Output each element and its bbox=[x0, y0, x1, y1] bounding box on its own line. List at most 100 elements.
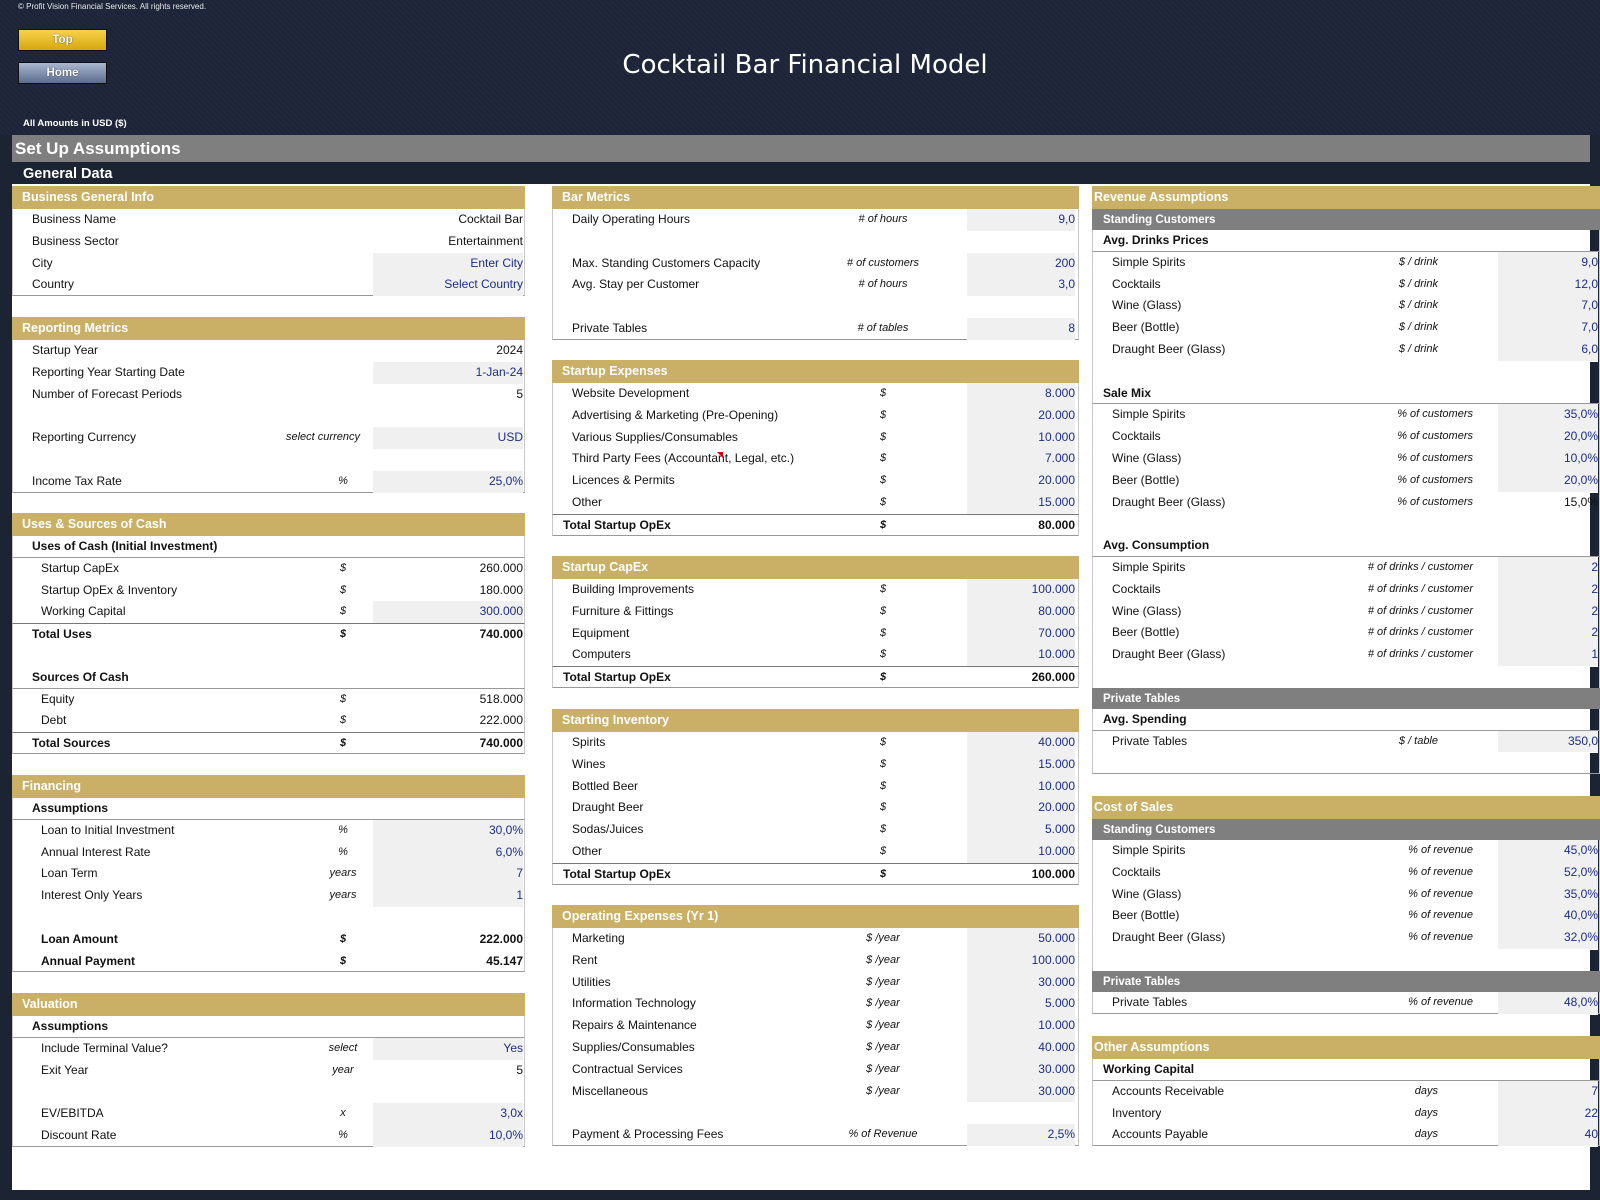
fees-input[interactable]: 2,5% bbox=[967, 1124, 1075, 1147]
bar-metrics-header: Bar Metrics bbox=[552, 186, 1079, 209]
top-button[interactable]: Top bbox=[18, 29, 107, 51]
row-input[interactable]: 10.000 bbox=[967, 1015, 1075, 1038]
start-date-input[interactable]: 1-Jan-24 bbox=[373, 361, 523, 385]
row-input[interactable]: 10,0% bbox=[1498, 447, 1598, 471]
row-input[interactable]: 15.000 bbox=[967, 491, 1075, 515]
table-row: Debt $ 222.000 bbox=[12, 710, 525, 733]
tax-rate-input[interactable]: 25,0% bbox=[373, 470, 523, 494]
row-input[interactable]: 52,0% bbox=[1498, 861, 1598, 885]
spacer-row bbox=[12, 644, 525, 667]
row-label: Beer (Bottle) bbox=[1112, 625, 1180, 640]
amounts-label: All Amounts in USD ($) bbox=[23, 118, 127, 129]
row-label: Payment & Processing Fees bbox=[572, 1127, 724, 1142]
row-input[interactable]: 7,0 bbox=[1498, 295, 1598, 319]
table-row: Private Tables # of tables 8 bbox=[552, 317, 1079, 341]
row-input[interactable]: 40,0% bbox=[1498, 905, 1598, 929]
currency-select[interactable]: USD bbox=[373, 427, 523, 450]
row-input[interactable]: 2 bbox=[1498, 578, 1598, 602]
row-input[interactable]: 20.000 bbox=[967, 470, 1075, 493]
row-input[interactable]: 15.000 bbox=[967, 753, 1075, 777]
comment-indicator-icon[interactable] bbox=[717, 452, 723, 458]
row-input[interactable]: 35,0% bbox=[1498, 404, 1598, 428]
working-capital-input[interactable]: 300.000 bbox=[373, 601, 523, 625]
table-row: Annual Interest Rate % 6,0% bbox=[12, 841, 525, 865]
row-input[interactable]: 12,0 bbox=[1498, 273, 1598, 297]
capacity-input[interactable]: 200 bbox=[967, 252, 1075, 276]
row-unit: $ bbox=[879, 757, 887, 770]
row-label: Exit Year bbox=[41, 1062, 89, 1077]
country-select[interactable]: Select Country bbox=[373, 274, 523, 298]
row-unit: # of drinks / customer bbox=[1367, 648, 1473, 661]
row-unit: $ /year bbox=[866, 932, 900, 944]
loan-ratio-input[interactable]: 30,0% bbox=[373, 819, 523, 843]
row-input[interactable]: 40 bbox=[1498, 1124, 1598, 1148]
row-input[interactable]: 10.000 bbox=[967, 426, 1075, 450]
row-input[interactable]: 10.000 bbox=[967, 840, 1075, 864]
row-value: 222.000 bbox=[479, 713, 523, 728]
row-input[interactable]: 20,0% bbox=[1498, 469, 1598, 493]
table-row: Sodas/Juices $ 5.000 bbox=[552, 819, 1079, 842]
private-tables-input[interactable]: 8 bbox=[967, 317, 1075, 341]
row-input[interactable]: 40.000 bbox=[967, 732, 1075, 755]
row-input[interactable]: 100.000 bbox=[967, 949, 1075, 973]
row-unit: select bbox=[328, 1041, 358, 1054]
row-unit: % of revenue bbox=[1408, 844, 1473, 856]
row-label: Marketing bbox=[572, 931, 625, 945]
row-label: Utilities bbox=[572, 974, 611, 989]
row-input[interactable]: 1 bbox=[1498, 644, 1598, 667]
row-unit: days bbox=[1414, 1128, 1438, 1141]
row-input[interactable]: 50.000 bbox=[967, 928, 1075, 951]
row-unit: $ /year bbox=[866, 1040, 900, 1053]
row-unit: $ bbox=[879, 779, 887, 792]
row-input[interactable]: 70.000 bbox=[967, 622, 1075, 646]
row-input[interactable]: 5.000 bbox=[967, 993, 1075, 1017]
terminal-value-select[interactable]: Yes bbox=[373, 1037, 523, 1061]
ev-ebitda-input[interactable]: 3,0x bbox=[373, 1103, 523, 1126]
row-input[interactable]: 48,0% bbox=[1498, 991, 1598, 1015]
row-input[interactable]: 35,0% bbox=[1498, 883, 1598, 907]
row-input[interactable]: 30.000 bbox=[967, 971, 1075, 995]
row-input[interactable]: 6,0 bbox=[1498, 338, 1598, 362]
row-input[interactable]: 2 bbox=[1498, 600, 1598, 624]
operating-hours-input[interactable]: 9,0 bbox=[967, 209, 1075, 232]
row-label: Furniture & Fittings bbox=[572, 603, 674, 618]
row-input[interactable]: 5.000 bbox=[967, 819, 1075, 842]
loan-amount-value: 222.000 bbox=[479, 931, 523, 946]
row-input[interactable]: 32,0% bbox=[1498, 927, 1598, 950]
row-input[interactable]: 20,0% bbox=[1498, 426, 1598, 449]
discount-rate-input[interactable]: 10,0% bbox=[373, 1124, 523, 1148]
home-button[interactable]: Home bbox=[18, 62, 107, 84]
row-input[interactable]: 20.000 bbox=[967, 797, 1075, 821]
row-input[interactable]: 10.000 bbox=[967, 644, 1075, 668]
row-input[interactable]: 100.000 bbox=[967, 579, 1075, 602]
row-input[interactable]: 8.000 bbox=[967, 383, 1075, 406]
row-input[interactable]: 22 bbox=[1498, 1102, 1598, 1126]
city-input[interactable]: Enter City bbox=[373, 252, 523, 276]
row-label: Total Startup OpEx bbox=[563, 670, 671, 685]
row-input[interactable]: 7,0 bbox=[1498, 317, 1598, 340]
row-input[interactable]: 7 bbox=[1498, 1080, 1598, 1104]
avg-stay-input[interactable]: 3,0 bbox=[967, 274, 1075, 298]
row-input[interactable]: 9,0 bbox=[1498, 251, 1598, 275]
row-label: Draught Beer bbox=[572, 800, 644, 815]
interest-only-input[interactable]: 1 bbox=[373, 885, 523, 908]
private-spending-input[interactable]: 350,0 bbox=[1498, 730, 1598, 754]
row-input[interactable]: 20.000 bbox=[967, 404, 1075, 428]
row-input[interactable]: 2 bbox=[1498, 622, 1598, 646]
row-unit: $ bbox=[879, 736, 887, 748]
row-input[interactable]: 30.000 bbox=[967, 1080, 1075, 1104]
row-input[interactable]: 2 bbox=[1498, 556, 1598, 580]
row-input[interactable]: 40.000 bbox=[967, 1036, 1075, 1060]
loan-term-input[interactable]: 7 bbox=[373, 863, 523, 887]
row-label: Country bbox=[32, 277, 75, 292]
row-input[interactable]: 7.000 bbox=[967, 448, 1075, 472]
row-input[interactable]: 30.000 bbox=[967, 1058, 1075, 1082]
row-input[interactable]: 10.000 bbox=[967, 775, 1075, 799]
table-row: Draught Beer (Glass) % of customers 15,0… bbox=[1092, 491, 1600, 514]
table-row: Startup OpEx & Inventory $ 180.000 bbox=[12, 579, 525, 602]
row-input[interactable]: 45,0% bbox=[1498, 840, 1598, 863]
row-input[interactable]: 80.000 bbox=[967, 600, 1075, 624]
revenue-header: Revenue Assumptions bbox=[1092, 186, 1600, 209]
interest-rate-input[interactable]: 6,0% bbox=[373, 841, 523, 865]
business-info-panel: Business General Info Business Name Cock… bbox=[12, 186, 525, 298]
